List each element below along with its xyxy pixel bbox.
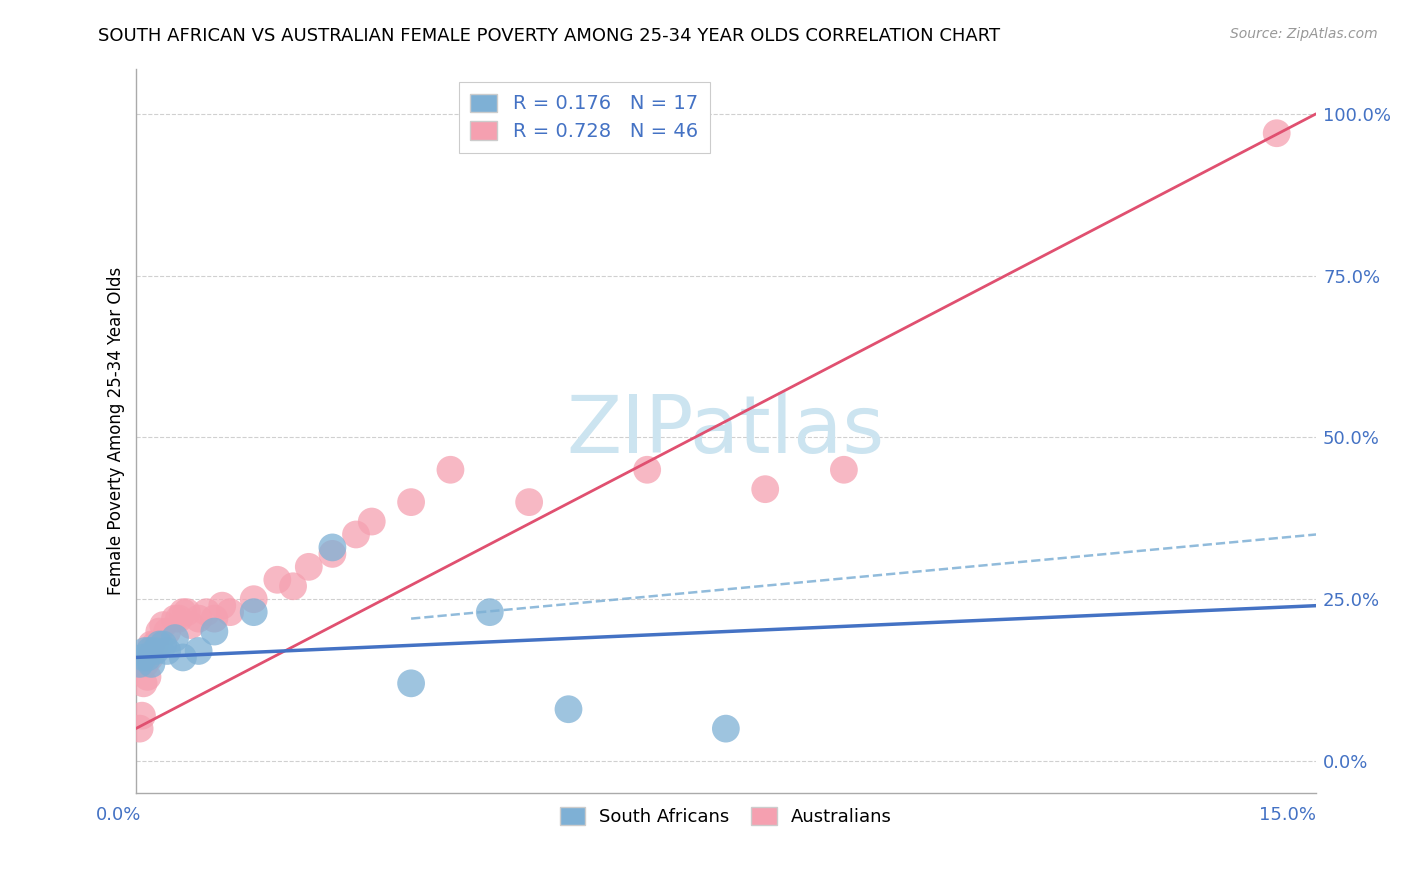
Point bbox=[131, 708, 153, 723]
Text: ZIPatlas: ZIPatlas bbox=[567, 392, 884, 470]
Point bbox=[517, 495, 540, 509]
Point bbox=[344, 527, 367, 541]
Y-axis label: Female Poverty Among 25-34 Year Olds: Female Poverty Among 25-34 Year Olds bbox=[107, 267, 125, 595]
Point bbox=[557, 702, 579, 716]
Point bbox=[156, 644, 179, 658]
Point bbox=[143, 638, 166, 652]
Point bbox=[136, 650, 159, 665]
Point bbox=[136, 670, 159, 684]
Point bbox=[152, 638, 174, 652]
Point bbox=[478, 605, 501, 619]
Point bbox=[180, 618, 202, 632]
Point bbox=[163, 612, 186, 626]
Point bbox=[128, 657, 150, 671]
Point bbox=[321, 541, 343, 555]
Point bbox=[156, 624, 179, 639]
Point bbox=[439, 463, 461, 477]
Point bbox=[134, 644, 156, 658]
Point bbox=[176, 605, 198, 619]
Point bbox=[148, 624, 170, 639]
Point bbox=[242, 605, 264, 619]
Point bbox=[832, 463, 855, 477]
Point bbox=[399, 495, 422, 509]
Point bbox=[128, 722, 150, 736]
Point bbox=[132, 676, 155, 690]
Point bbox=[141, 657, 163, 671]
Point bbox=[242, 592, 264, 607]
Point bbox=[399, 676, 422, 690]
Text: SOUTH AFRICAN VS AUSTRALIAN FEMALE POVERTY AMONG 25-34 YEAR OLDS CORRELATION CHA: SOUTH AFRICAN VS AUSTRALIAN FEMALE POVER… bbox=[98, 27, 1001, 45]
Point bbox=[714, 722, 737, 736]
Text: 0.0%: 0.0% bbox=[97, 806, 142, 824]
Point bbox=[132, 650, 155, 665]
Point bbox=[143, 644, 166, 658]
Point bbox=[172, 650, 194, 665]
Point bbox=[211, 599, 233, 613]
Point bbox=[1265, 126, 1288, 140]
Point bbox=[754, 482, 776, 496]
Point bbox=[139, 650, 162, 665]
Point bbox=[195, 605, 218, 619]
Point bbox=[187, 644, 209, 658]
Point bbox=[167, 612, 190, 626]
Point bbox=[187, 612, 209, 626]
Point bbox=[163, 631, 186, 645]
Point bbox=[202, 612, 225, 626]
Point bbox=[219, 605, 242, 619]
Point bbox=[298, 559, 321, 574]
Point bbox=[321, 547, 343, 561]
Point bbox=[266, 573, 288, 587]
Point bbox=[148, 638, 170, 652]
Text: 15.0%: 15.0% bbox=[1258, 806, 1316, 824]
Point bbox=[281, 579, 304, 593]
Point bbox=[134, 657, 156, 671]
Point bbox=[202, 624, 225, 639]
Text: Source: ZipAtlas.com: Source: ZipAtlas.com bbox=[1230, 27, 1378, 41]
Point bbox=[172, 605, 194, 619]
Point bbox=[636, 463, 658, 477]
Point bbox=[141, 638, 163, 652]
Point bbox=[152, 618, 174, 632]
Legend: South Africans, Australians: South Africans, Australians bbox=[551, 798, 901, 835]
Point bbox=[139, 644, 162, 658]
Point bbox=[360, 515, 382, 529]
